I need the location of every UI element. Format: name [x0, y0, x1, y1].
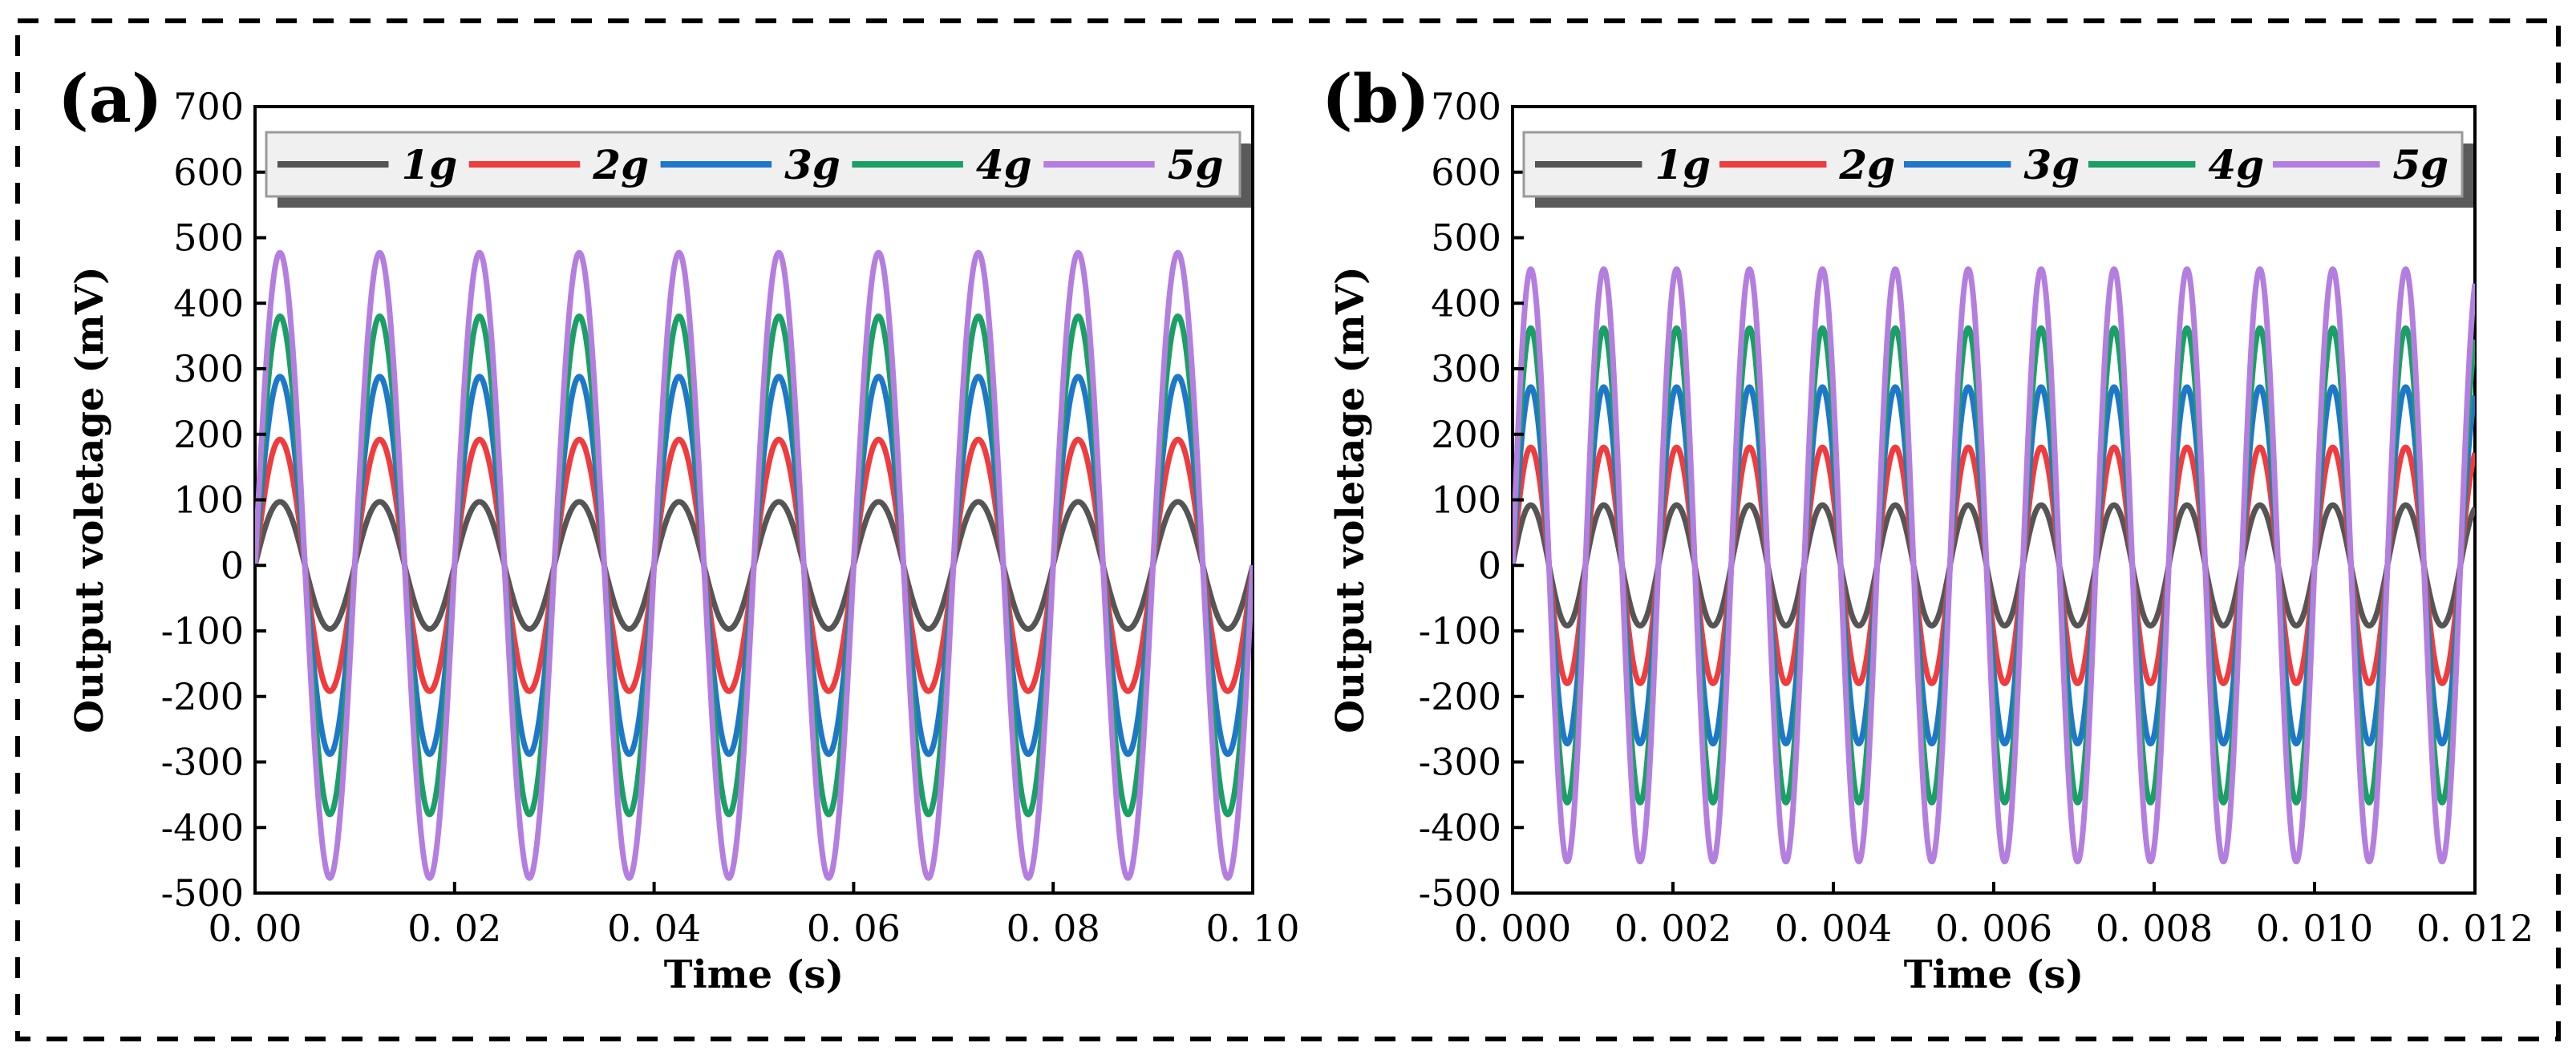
y-tick-label: 500 [1431, 216, 1501, 260]
y-tick-label: 600 [173, 151, 244, 194]
y-tick-label: 100 [173, 479, 244, 522]
y-tick-label: -400 [161, 806, 244, 849]
y-tick-label: 300 [1431, 347, 1501, 390]
legend-label-1g: 1g [1655, 141, 1711, 188]
x-tick-label: 0. 004 [1775, 907, 1892, 950]
series-line-5g [1513, 266, 2475, 865]
y-tick-label: 100 [1431, 479, 1501, 522]
x-tick-label: 0. 006 [1935, 907, 2052, 950]
panel-a: -500 -400 -300 -200 -100 0 100 200 300 400 500 600 7… [58, 61, 1300, 997]
y-tick-label: 700 [173, 85, 244, 128]
y-axis-title: Output voletage (mV) [1328, 266, 1373, 733]
y-tick-label: 500 [173, 216, 244, 260]
y-tick-label: -300 [1419, 741, 1501, 784]
y-tick-label: -300 [161, 741, 244, 784]
y-tick-label: 0 [1478, 544, 1501, 587]
legend-label-2g: 2g [592, 141, 649, 188]
y-axis-title: Output voletage (mV) [67, 266, 112, 733]
legend-label-3g: 3g [2023, 141, 2080, 188]
y-tick-label: 200 [1431, 413, 1501, 456]
y-tick-label: 300 [173, 347, 244, 390]
x-tick-label: 0. 012 [2416, 907, 2533, 950]
dashed-frame [15, 18, 2561, 1041]
y-tick-label: -100 [1419, 609, 1501, 653]
legend-label-4g: 4g [2208, 141, 2264, 188]
y-tick-label: -200 [161, 675, 244, 718]
x-tick-label: 0. 04 [607, 907, 701, 950]
y-tick-label: 400 [1431, 281, 1501, 325]
x-tick-label: 0. 00 [208, 907, 302, 950]
legend-label-2g: 2g [1838, 141, 1895, 188]
x-tick-label: 0. 06 [807, 907, 901, 950]
x-tick-label: 0. 08 [1007, 907, 1100, 950]
series-group [1513, 266, 2475, 865]
y-tick-label: 0 [221, 544, 244, 587]
series-line-5g [255, 249, 1253, 881]
x-tick-label: 0. 008 [2096, 907, 2213, 950]
y-tick-label: -100 [161, 609, 244, 653]
x-axis-title: Time (s) [1904, 952, 2084, 997]
y-tick-label: -500 [1419, 871, 1501, 915]
x-tick-label: 0. 000 [1454, 907, 1571, 950]
y-tick-label: 600 [1431, 151, 1501, 194]
legend-label-5g: 5g [2392, 141, 2448, 188]
y-tick-label: 400 [173, 281, 244, 325]
series-group [255, 249, 1253, 881]
x-tick-label: 0. 02 [407, 907, 501, 950]
y-tick-label: 700 [1431, 85, 1501, 128]
x-tick-label: 0. 010 [2256, 907, 2373, 950]
legend-label-5g: 5g [1168, 141, 1224, 188]
legend: 1g 2g 3g 4g 5g [265, 131, 1251, 208]
x-axis-title: Time (s) [664, 952, 844, 997]
x-tick-label: 0. 002 [1614, 907, 1732, 950]
y-tick-label: -400 [1419, 806, 1501, 849]
legend: 1g 2g 3g 4g 5g [1522, 131, 2473, 208]
y-tick-label: -200 [1419, 675, 1501, 718]
panel-b: -500 -400 -300 -200 -100 0 100 200 300 400 500 600 7… [1322, 61, 2533, 997]
legend-label-4g: 4g [976, 141, 1032, 188]
legend-label-1g: 1g [402, 141, 458, 188]
x-tick-label: 0. 10 [1205, 907, 1299, 950]
y-tick-label: -500 [161, 871, 244, 915]
y-tick-label: 200 [173, 413, 244, 456]
legend-label-3g: 3g [784, 141, 840, 188]
plot-frame [253, 105, 1254, 895]
panel-label: (a) [58, 61, 163, 138]
panel-label: (b) [1322, 61, 1430, 138]
